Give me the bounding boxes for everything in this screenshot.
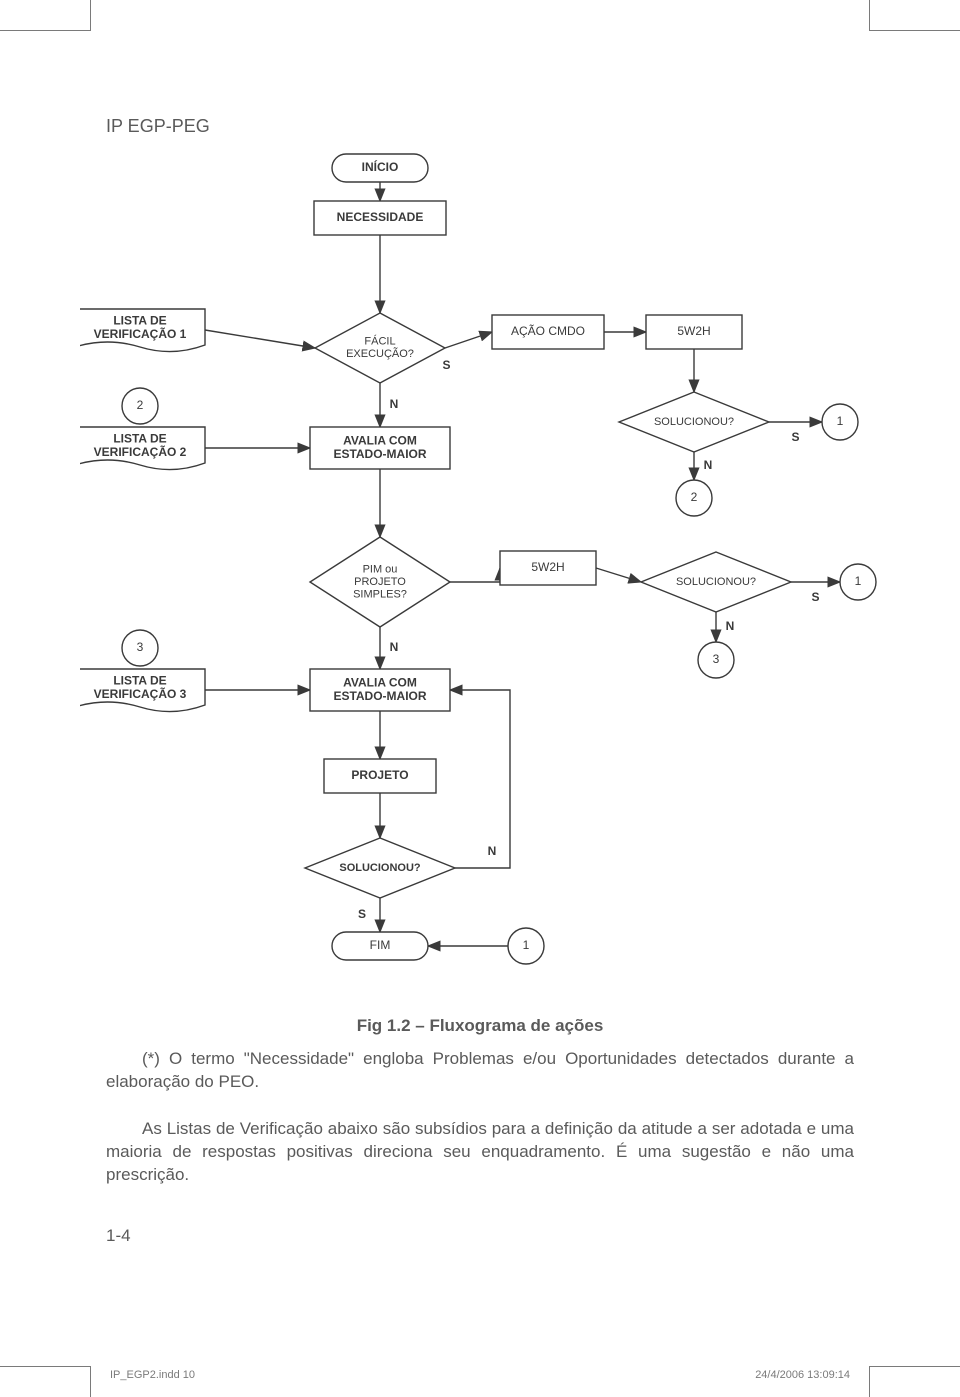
svg-text:INÍCIO: INÍCIO: [362, 159, 399, 174]
page-header: IP EGP-PEG: [106, 116, 210, 137]
svg-text:N: N: [704, 458, 713, 472]
svg-text:ESTADO-MAIOR: ESTADO-MAIOR: [333, 447, 426, 461]
svg-text:ESTADO-MAIOR: ESTADO-MAIOR: [333, 689, 426, 703]
svg-text:2: 2: [691, 490, 698, 504]
svg-text:VERIFICAÇÃO 3: VERIFICAÇÃO 3: [94, 686, 187, 701]
svg-text:VERIFICAÇÃO 2: VERIFICAÇÃO 2: [94, 444, 187, 459]
flowchart: INÍCIONECESSIDADELISTA DEVERIFICAÇÃO 1FÁ…: [80, 150, 900, 1000]
svg-text:SOLUCIONOU?: SOLUCIONOU?: [654, 416, 734, 428]
svg-text:SIMPLES?: SIMPLES?: [353, 589, 407, 601]
crop-mark: [869, 0, 960, 31]
svg-text:2: 2: [137, 398, 144, 412]
svg-text:PROJETO: PROJETO: [351, 768, 408, 782]
svg-text:S: S: [791, 430, 799, 444]
svg-text:S: S: [442, 358, 450, 372]
svg-text:5W2H: 5W2H: [677, 324, 710, 338]
svg-text:FIM: FIM: [370, 938, 391, 952]
body-paragraph-1: (*) O termo "Necessidade" engloba Proble…: [106, 1048, 854, 1094]
svg-text:AÇÃO CMDO: AÇÃO CMDO: [511, 324, 585, 338]
svg-text:N: N: [726, 619, 735, 633]
svg-text:N: N: [488, 844, 497, 858]
svg-text:AVALIA COM: AVALIA COM: [343, 675, 417, 689]
svg-text:FÁCIL: FÁCIL: [364, 335, 395, 348]
footer-timestamp: 24/4/2006 13:09:14: [755, 1369, 850, 1381]
crop-mark: [0, 0, 91, 31]
svg-text:3: 3: [137, 640, 144, 654]
crop-mark: [869, 1366, 960, 1397]
svg-text:AVALIA COM: AVALIA COM: [343, 433, 417, 447]
svg-text:N: N: [390, 640, 399, 654]
svg-text:PROJETO: PROJETO: [354, 576, 406, 588]
svg-text:VERIFICAÇÃO 1: VERIFICAÇÃO 1: [94, 326, 187, 341]
body-paragraph-2: As Listas de Verificação abaixo são subs…: [106, 1118, 854, 1187]
svg-text:SOLUCIONOU?: SOLUCIONOU?: [339, 862, 421, 874]
svg-text:1: 1: [855, 574, 862, 588]
svg-text:NECESSIDADE: NECESSIDADE: [337, 210, 424, 224]
svg-text:EXECUÇÃO?: EXECUÇÃO?: [346, 347, 414, 360]
svg-text:5W2H: 5W2H: [531, 560, 564, 574]
svg-text:SOLUCIONOU?: SOLUCIONOU?: [676, 576, 756, 588]
svg-text:S: S: [358, 907, 366, 921]
svg-text:N: N: [390, 397, 399, 411]
svg-text:1: 1: [523, 938, 530, 952]
svg-text:1: 1: [837, 414, 844, 428]
figure-caption: Fig 1.2 – Fluxograma de ações: [0, 1016, 960, 1036]
svg-text:LISTA DE: LISTA DE: [113, 673, 166, 687]
svg-text:LISTA DE: LISTA DE: [113, 431, 166, 445]
svg-text:LISTA DE: LISTA DE: [113, 313, 166, 327]
svg-text:3: 3: [713, 652, 720, 666]
crop-mark: [0, 1366, 91, 1397]
footer-filename: IP_EGP2.indd 10: [110, 1369, 195, 1381]
page-number: 1-4: [106, 1226, 131, 1246]
svg-text:S: S: [811, 590, 819, 604]
svg-text:PIM ou: PIM ou: [363, 563, 398, 575]
